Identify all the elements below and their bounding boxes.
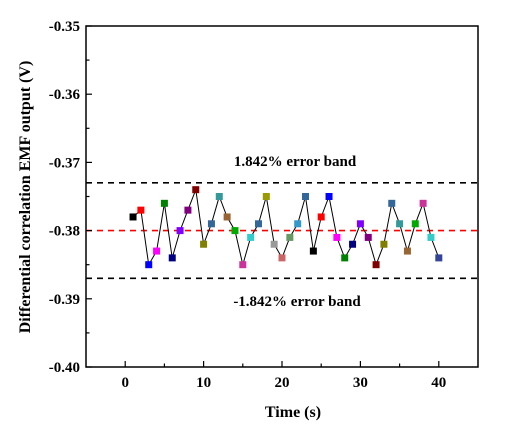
data-point	[317, 213, 325, 221]
y-tick-label: -0.35	[49, 19, 80, 35]
data-point	[176, 227, 184, 235]
data-point	[341, 254, 349, 262]
data-point	[364, 233, 372, 241]
x-axis-title: Time (s)	[265, 404, 321, 421]
data-point	[207, 220, 215, 228]
y-tick-label: -0.40	[49, 360, 80, 376]
data-point	[184, 206, 192, 214]
data-point	[411, 220, 419, 228]
data-point	[302, 193, 310, 200]
data-point	[254, 220, 262, 228]
data-point	[145, 261, 153, 269]
data-point	[356, 220, 364, 228]
x-tick-label: 10	[196, 375, 211, 391]
data-point	[333, 233, 341, 241]
data-point	[223, 213, 231, 221]
data-point	[137, 206, 145, 214]
x-tick-label: 0	[121, 375, 129, 391]
data-point	[286, 233, 294, 241]
data-point	[153, 247, 161, 255]
data-point	[278, 254, 286, 262]
x-tick-label: 40	[431, 375, 446, 391]
data-point	[403, 247, 411, 255]
data-point	[294, 220, 302, 228]
data-point	[215, 193, 223, 200]
data-point	[309, 247, 317, 255]
data-point	[380, 240, 388, 248]
data-point	[192, 186, 200, 194]
x-tick-label: 30	[353, 375, 368, 391]
data-point	[270, 240, 278, 248]
data-point	[396, 220, 404, 228]
data-point	[372, 261, 380, 269]
data-point	[231, 227, 239, 235]
y-tick-label: -0.38	[49, 224, 80, 240]
data-point	[200, 240, 208, 248]
data-point	[388, 199, 396, 207]
data-point	[427, 233, 435, 241]
data-point	[419, 199, 427, 207]
data-point	[349, 240, 357, 248]
y-axis-title: Differential correlation EMF output (V)	[17, 61, 34, 334]
data-point	[262, 193, 270, 200]
data-point	[129, 213, 137, 221]
y-tick-label: -0.37	[49, 155, 81, 171]
y-tick-label: -0.36	[49, 87, 81, 103]
y-tick-label: -0.39	[49, 292, 80, 308]
data-point	[168, 254, 176, 262]
data-point	[160, 199, 168, 207]
plot-frame	[85, 25, 479, 368]
band-label-upper: 1.842% error band	[234, 154, 357, 170]
x-tick-label: 20	[275, 375, 290, 391]
data-point	[325, 193, 333, 200]
series-line	[132, 187, 440, 267]
data-point	[435, 254, 443, 262]
data-point	[247, 233, 255, 241]
data-point	[239, 261, 247, 269]
band-label-lower: -1.842% error band	[233, 294, 361, 310]
